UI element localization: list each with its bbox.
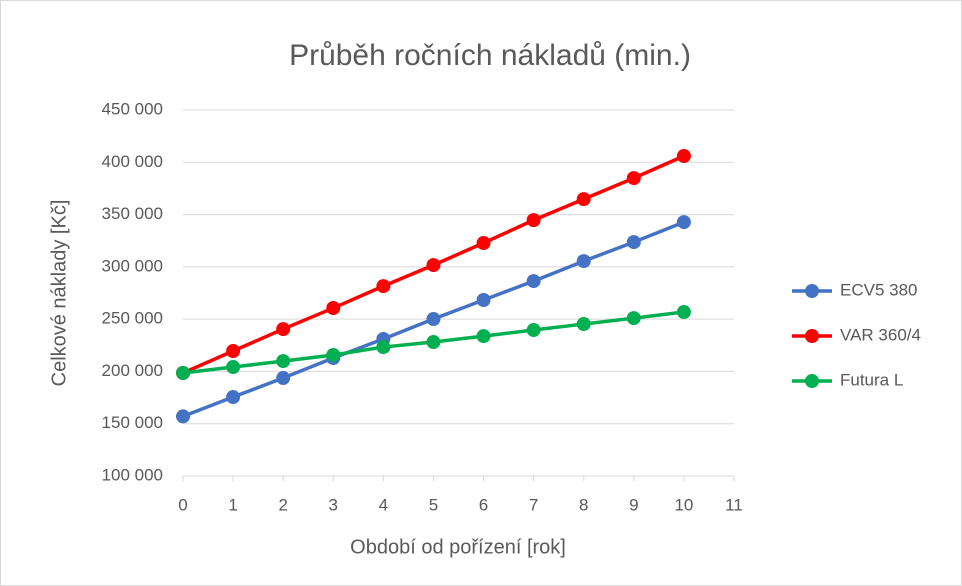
y-tick-label: 150 000 (102, 413, 163, 432)
data-point (576, 254, 591, 269)
x-tick-label: 8 (579, 495, 588, 514)
y-tick-label: 200 000 (102, 361, 163, 380)
x-axis-label: Období od pořízení [rok] (350, 536, 566, 558)
x-tick-label: 2 (278, 495, 287, 514)
data-point (426, 258, 441, 273)
legend-label: VAR 360/4 (840, 325, 921, 344)
x-tick-label: 0 (178, 495, 187, 514)
data-point (576, 192, 591, 207)
legend-marker (805, 284, 819, 298)
data-point (626, 311, 641, 326)
x-tick-label: 7 (529, 495, 538, 514)
legend-label: Futura L (840, 370, 903, 389)
x-tick-label: 1 (228, 495, 237, 514)
data-point (376, 279, 391, 294)
x-tick-label: 11 (725, 495, 743, 514)
legend-marker (805, 374, 819, 388)
data-point (376, 340, 391, 355)
y-tick-label: 300 000 (102, 256, 163, 275)
data-point (476, 329, 491, 344)
data-point (676, 149, 691, 164)
data-point (476, 236, 491, 251)
data-point (226, 344, 241, 359)
y-tick-label: 450 000 (102, 99, 163, 118)
data-point (226, 390, 241, 405)
x-tick-label: 9 (629, 495, 638, 514)
y-tick-label: 100 000 (102, 465, 163, 484)
data-point (526, 274, 541, 289)
legend-label: ECV5 380 (840, 280, 918, 299)
y-tick-label: 400 000 (102, 152, 163, 171)
y-tick-label: 250 000 (102, 309, 163, 328)
chart-title: Průběh ročních nákladů (min.) (289, 39, 691, 72)
data-point (526, 213, 541, 228)
data-point (176, 409, 190, 424)
x-tick-label: 10 (674, 495, 693, 514)
data-point (276, 322, 291, 337)
data-point (426, 312, 441, 327)
x-tick-label: 4 (379, 495, 388, 514)
data-point (476, 293, 491, 308)
data-point (326, 348, 341, 363)
data-point (626, 171, 641, 186)
legend-marker (805, 329, 819, 343)
x-tick-label: 5 (429, 495, 438, 514)
data-point (526, 323, 541, 338)
data-point (276, 354, 291, 369)
x-tick-label: 6 (479, 495, 488, 514)
data-point (326, 301, 341, 316)
data-point (276, 371, 291, 386)
data-point (676, 305, 691, 320)
y-axis-label: Celkové náklady [Kč] (48, 200, 70, 387)
data-point (426, 335, 441, 350)
y-tick-label: 350 000 (102, 204, 163, 223)
x-tick-label: 3 (329, 495, 338, 514)
data-point (226, 360, 241, 375)
data-point (176, 365, 190, 380)
data-point (576, 317, 591, 332)
data-point (676, 215, 691, 230)
data-point (626, 235, 641, 250)
